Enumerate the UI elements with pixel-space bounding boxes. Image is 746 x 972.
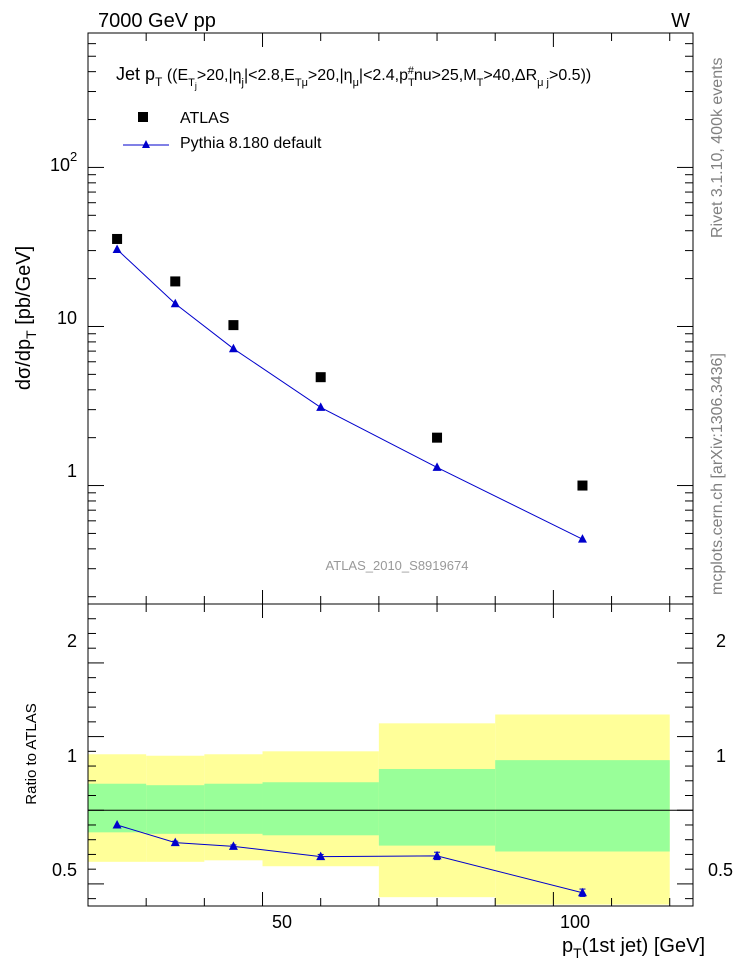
pythia-point xyxy=(228,343,238,353)
ratio-band-green xyxy=(204,783,263,834)
plot-title: Jet pT ((ETj>20,|ηj|<2.8,ETμ>20,|ημ|<2.4… xyxy=(116,64,591,91)
ratio-y-ticks xyxy=(88,618,693,900)
main-y-label-1: 1 xyxy=(67,461,77,481)
ratio-pythia-line xyxy=(116,824,583,894)
atlas-point xyxy=(112,233,123,244)
main-plot-frame xyxy=(87,32,694,605)
atlas-point xyxy=(170,276,181,287)
legend-pythia-label: Pythia 8.180 default xyxy=(180,135,322,152)
ratio-y-label-left-2: 2 xyxy=(67,631,77,651)
process-label: W xyxy=(671,10,690,32)
ratio-pythia-point xyxy=(432,850,442,860)
ratio-y-label-right-1: 1 xyxy=(716,746,726,766)
ratio-uncertainty-bands xyxy=(88,714,670,905)
legend-atlas-marker xyxy=(138,112,148,122)
main-x-ticks xyxy=(145,33,671,604)
x-label-50: 50 xyxy=(272,912,292,932)
pythia-point xyxy=(316,402,326,411)
main-y-label-10: 10 xyxy=(57,308,77,328)
ratio-x-ticks xyxy=(145,604,671,906)
pythia-point xyxy=(112,244,122,253)
x-axis-title: pT(1st jet) [GeV] xyxy=(562,935,705,961)
ratio-pythia-point xyxy=(112,819,122,829)
analysis-watermark: ATLAS_2010_S8919674 xyxy=(326,558,469,573)
x-label-100: 100 xyxy=(560,912,590,932)
main-y-axis-title: dσ/dpT [pb/GeV] xyxy=(13,246,39,390)
ratio-series xyxy=(112,819,587,897)
ratio-y-label-right-0.5: 0.5 xyxy=(708,860,733,880)
main-plot-panel: 1 10 10 2 Jet pT ((ETj>20,|ηj|<2.8,ETμ>2… xyxy=(50,32,694,605)
energy-label: 7000 GeV pp xyxy=(98,10,216,32)
atlas-point xyxy=(432,432,443,443)
ratio-y-label-left-0.5: 0.5 xyxy=(52,860,77,880)
ratio-y-label-right-2: 2 xyxy=(716,631,726,651)
ratio-band-green xyxy=(378,768,496,846)
main-series xyxy=(112,233,588,543)
ratio-band-green xyxy=(146,785,205,834)
mcplots-label: mcplots.cern.ch [arXiv:1306.3436] xyxy=(709,353,726,595)
ratio-pythia-point xyxy=(577,887,587,897)
legend-atlas-label: ATLAS xyxy=(180,110,230,127)
main-y-ticks xyxy=(88,32,693,598)
main-y-label-100-exp: 2 xyxy=(70,149,77,164)
ratio-y-axis-title: Ratio to ATLAS xyxy=(23,703,40,804)
rivet-label: Rivet 3.1.10, 400k events xyxy=(709,57,726,238)
atlas-point xyxy=(315,372,326,383)
ratio-pythia-point xyxy=(228,841,238,850)
ratio-band-green xyxy=(262,782,379,836)
ratio-pythia-point xyxy=(170,837,180,847)
legend-pythia-marker xyxy=(142,140,150,148)
pythia-point xyxy=(432,462,442,471)
pythia-point xyxy=(170,298,180,308)
ratio-band-green xyxy=(495,760,670,852)
ratio-y-label-left-1: 1 xyxy=(67,746,77,766)
main-y-label-100: 10 xyxy=(50,155,70,175)
ratio-pythia-point xyxy=(316,851,326,861)
ratio-plot-panel: 0.5 1 2 0.5 1 2 50 100 xyxy=(52,603,733,932)
pythia-line xyxy=(116,249,583,540)
main-y-label-100-base: 10 xyxy=(50,155,70,175)
ratio-plot-frame xyxy=(87,603,694,907)
pythia-point xyxy=(577,534,587,543)
atlas-point xyxy=(577,480,588,491)
atlas-point xyxy=(228,320,239,331)
